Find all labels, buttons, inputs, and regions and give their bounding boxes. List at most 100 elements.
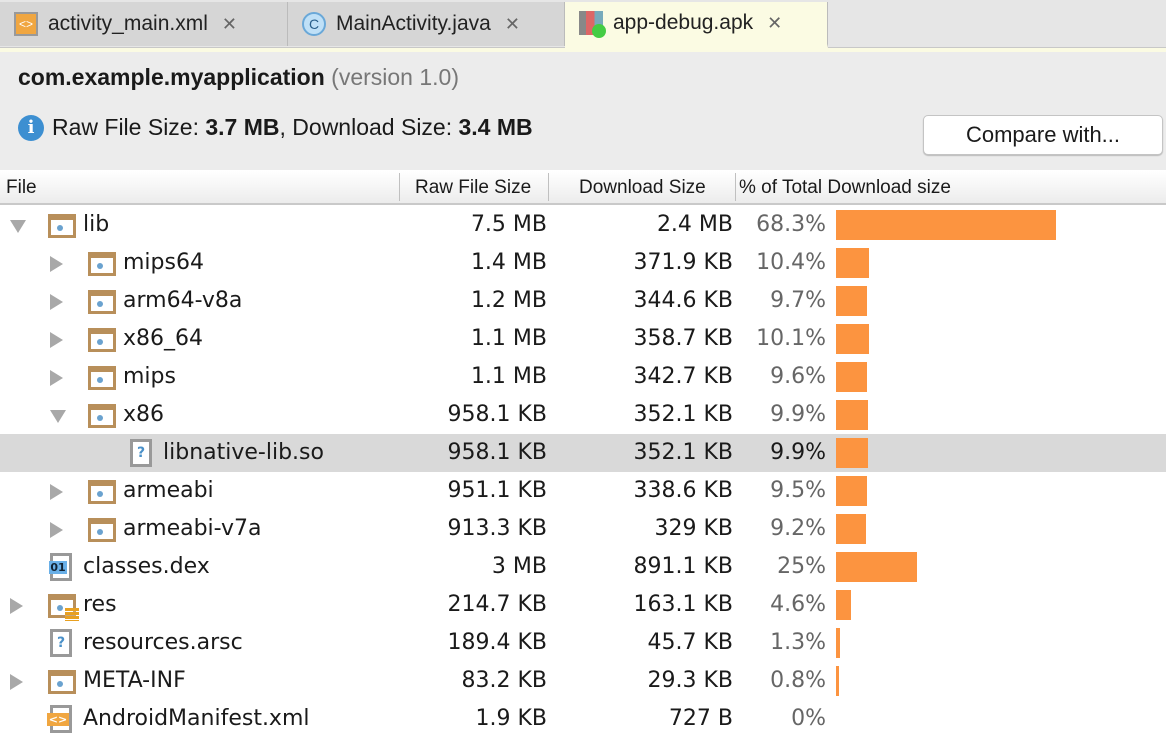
tab-main-activity-java[interactable]: C MainActivity.java ✕ [288, 2, 565, 46]
size-bar [836, 666, 839, 696]
download-size: 329 KB [654, 516, 733, 541]
size-bar [836, 590, 851, 620]
compare-with-button[interactable]: Compare with... [923, 115, 1163, 155]
percent: 9.7% [770, 288, 826, 313]
file-name: armeabi [123, 478, 214, 503]
raw-size: 958.1 KB [447, 402, 548, 427]
size-bar [836, 324, 869, 354]
percent: 9.2% [770, 516, 826, 541]
unknown-file-icon: ? [130, 439, 152, 467]
java-class-icon: C [302, 12, 326, 36]
size-bar [836, 286, 868, 316]
percent: 1.3% [770, 630, 826, 655]
file-name: resources.arsc [83, 630, 243, 655]
folder-icon [48, 214, 76, 238]
tab-activity-main-xml[interactable]: <> activity_main.xml ✕ [0, 2, 288, 46]
xml-file-icon: <> [14, 12, 38, 36]
close-icon[interactable]: ✕ [767, 12, 783, 33]
size-bar [836, 210, 1056, 240]
column-raw-size[interactable]: Raw File Size [415, 177, 532, 198]
file-name: AndroidManifest.xml [83, 706, 310, 731]
folder-icon [88, 518, 116, 542]
table-row[interactable]: mips64 1.4 MB 371.9 KB 10.4% [0, 244, 1166, 282]
table-row[interactable]: x86_64 1.1 MB 358.7 KB 10.1% [0, 320, 1166, 358]
download-size: 163.1 KB [633, 592, 734, 617]
table-row[interactable]: ? libnative-lib.so 958.1 KB 352.1 KB 9.9% [0, 434, 1166, 472]
collapsed-arrow-icon[interactable] [50, 370, 63, 386]
percent: 9.9% [770, 402, 826, 427]
info-icon: i [18, 114, 44, 141]
table-row[interactable]: res 214.7 KB 163.1 KB 4.6% [0, 586, 1166, 624]
percent: 4.6% [770, 592, 826, 617]
raw-size: 913.3 KB [447, 516, 548, 541]
percent: 9.6% [770, 364, 826, 389]
file-name: x86_64 [123, 326, 204, 351]
file-name: res [83, 592, 117, 617]
expanded-arrow-icon[interactable] [10, 220, 26, 233]
table-row[interactable]: ? resources.arsc 189.4 KB 45.7 KB 1.3% [0, 624, 1166, 662]
size-bar [836, 400, 868, 430]
apk-icon [579, 11, 606, 38]
download-size: 2.4 MB [656, 212, 733, 237]
expanded-arrow-icon[interactable] [50, 410, 66, 423]
folder-icon [88, 290, 116, 314]
xml-file-icon: <> [46, 705, 72, 733]
file-name: libnative-lib.so [163, 440, 324, 465]
raw-size: 189.4 KB [447, 630, 548, 655]
folder-icon [88, 252, 116, 276]
raw-size: 1.1 MB [470, 364, 547, 389]
download-size: 342.7 KB [633, 364, 734, 389]
file-name: arm64-v8a [123, 288, 243, 313]
raw-size: 83.2 KB [461, 668, 548, 693]
file-name: classes.dex [83, 554, 210, 579]
close-icon[interactable]: ✕ [221, 13, 237, 34]
percent: 9.9% [770, 440, 826, 465]
size-bar [836, 628, 841, 658]
folder-icon [48, 670, 76, 694]
percent: 68.3% [756, 212, 826, 237]
table-row[interactable]: <> AndroidManifest.xml 1.9 KB 727 B 0% [0, 700, 1166, 738]
editor-tabs: <> activity_main.xml ✕ C MainActivity.ja… [0, 0, 1166, 48]
dex-file-icon: 01 [49, 553, 72, 581]
raw-size: 1.9 KB [475, 706, 548, 731]
table-row[interactable]: 01 classes.dex 3 MB 891.1 KB 25% [0, 548, 1166, 586]
file-name: x86 [123, 402, 165, 427]
raw-size: 1.2 MB [470, 288, 547, 313]
tab-app-debug-apk[interactable]: app-debug.apk ✕ [565, 2, 828, 48]
collapsed-arrow-icon[interactable] [50, 256, 63, 272]
folder-icon [88, 404, 116, 428]
table-row[interactable]: mips 1.1 MB 342.7 KB 9.6% [0, 358, 1166, 396]
download-size: 727 B [668, 706, 733, 731]
download-size: 29.3 KB [647, 668, 734, 693]
percent: 25% [777, 554, 826, 579]
size-bar [836, 476, 867, 506]
folder-icon [88, 480, 116, 504]
download-size: 371.9 KB [633, 250, 734, 275]
collapsed-arrow-icon[interactable] [50, 484, 63, 500]
collapsed-arrow-icon[interactable] [10, 674, 23, 690]
apk-summary: com.example.myapplication (version 1.0) … [0, 48, 1166, 170]
table-row[interactable]: lib 7.5 MB 2.4 MB 68.3% [0, 206, 1166, 244]
collapsed-arrow-icon[interactable] [50, 332, 63, 348]
close-icon[interactable]: ✕ [504, 13, 520, 34]
column-percent[interactable]: % of Total Download size [739, 177, 951, 198]
size-bar [836, 438, 868, 468]
folder-icon [88, 328, 116, 352]
table-row[interactable]: armeabi-v7a 913.3 KB 329 KB 9.2% [0, 510, 1166, 548]
tab-label: app-debug.apk [613, 11, 754, 34]
folder-icon [88, 366, 116, 390]
table-row[interactable]: armeabi 951.1 KB 338.6 KB 9.5% [0, 472, 1166, 510]
download-size: 352.1 KB [633, 402, 734, 427]
collapsed-arrow-icon[interactable] [50, 294, 63, 310]
column-file[interactable]: File [6, 177, 37, 198]
raw-size: 951.1 KB [447, 478, 548, 503]
download-size: 338.6 KB [633, 478, 734, 503]
collapsed-arrow-icon[interactable] [10, 598, 23, 614]
table-row[interactable]: x86 958.1 KB 352.1 KB 9.9% [0, 396, 1166, 434]
table-row[interactable]: arm64-v8a 1.2 MB 344.6 KB 9.7% [0, 282, 1166, 320]
table-row[interactable]: META-INF 83.2 KB 29.3 KB 0.8% [0, 662, 1166, 700]
column-download-size[interactable]: Download Size [579, 177, 706, 198]
size-summary: i Raw File Size: 3.7 MB, Download Size: … [18, 114, 533, 141]
file-name: lib [83, 212, 110, 237]
collapsed-arrow-icon[interactable] [50, 522, 63, 538]
